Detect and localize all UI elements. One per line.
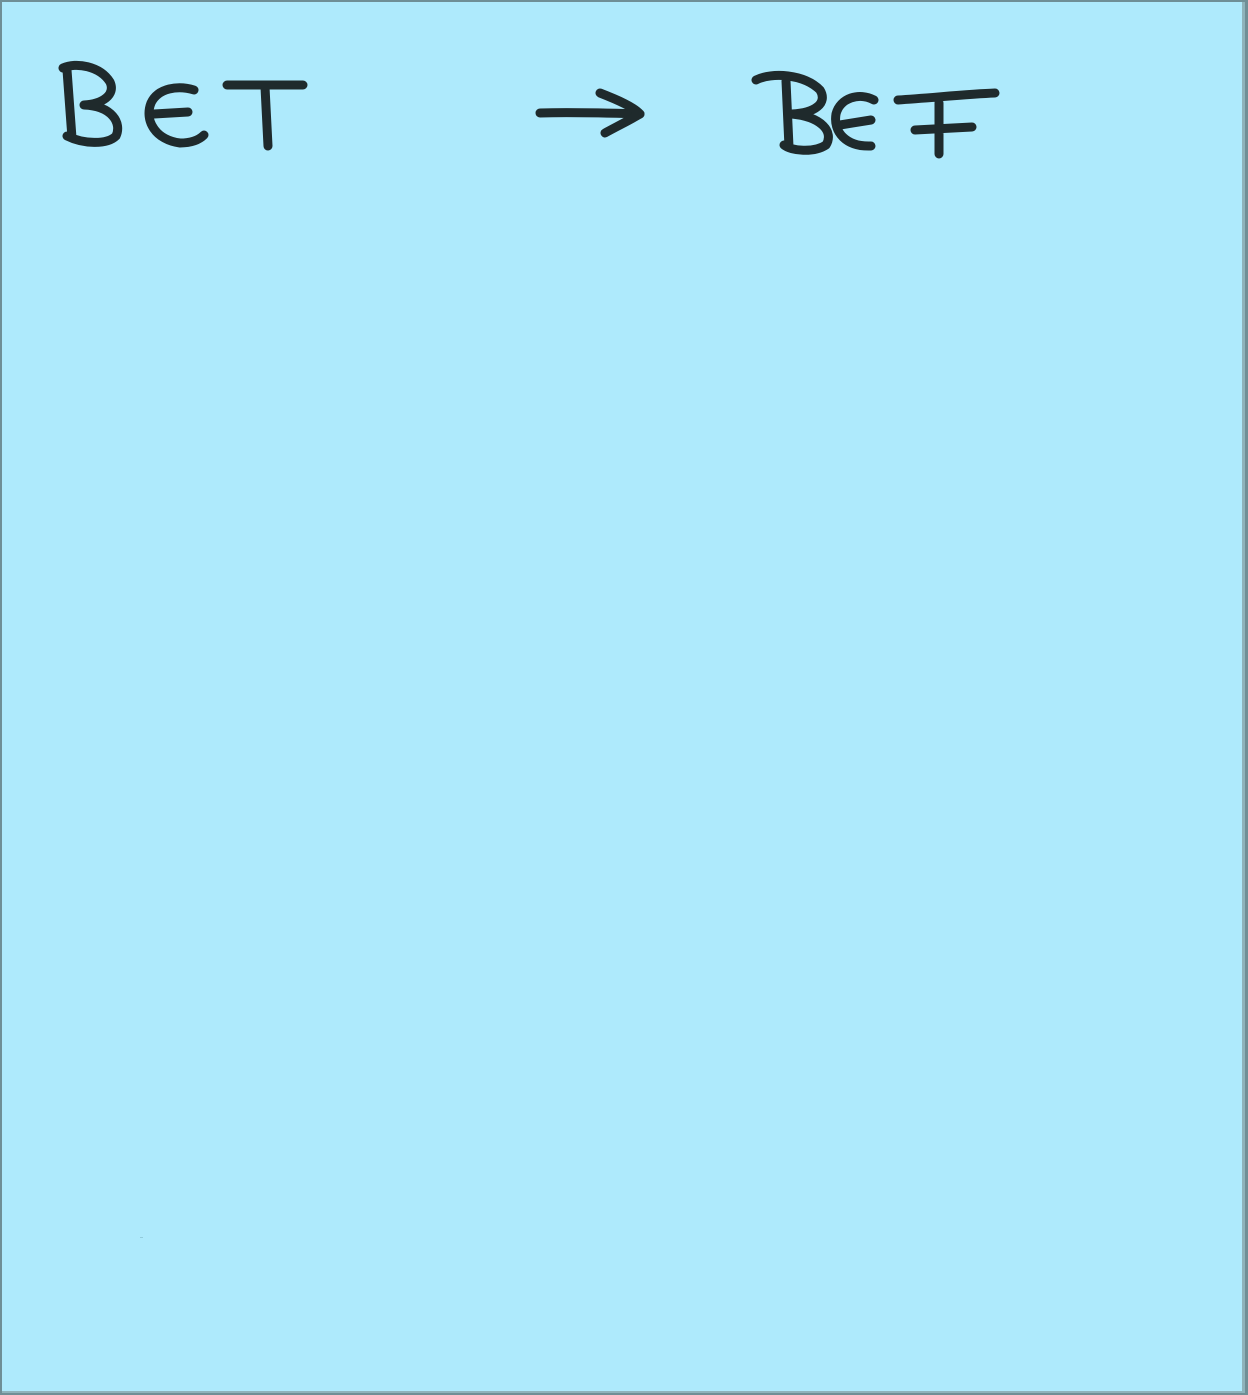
word-left-handwriting — [58, 60, 308, 151]
letter-e-left — [144, 83, 209, 148]
arrow-shaft — [535, 108, 645, 119]
paper-speck — [140, 1237, 143, 1238]
word-right-handwriting — [751, 70, 1000, 159]
letter-b-left — [58, 60, 122, 147]
letter-f-right — [893, 88, 1000, 159]
arrow-handwriting — [535, 88, 645, 138]
letter-t-left — [222, 80, 308, 151]
letter-e-right — [831, 92, 879, 151]
handwriting — [58, 60, 1000, 159]
letter-b-right — [751, 70, 833, 155]
arrow-head — [595, 88, 645, 138]
